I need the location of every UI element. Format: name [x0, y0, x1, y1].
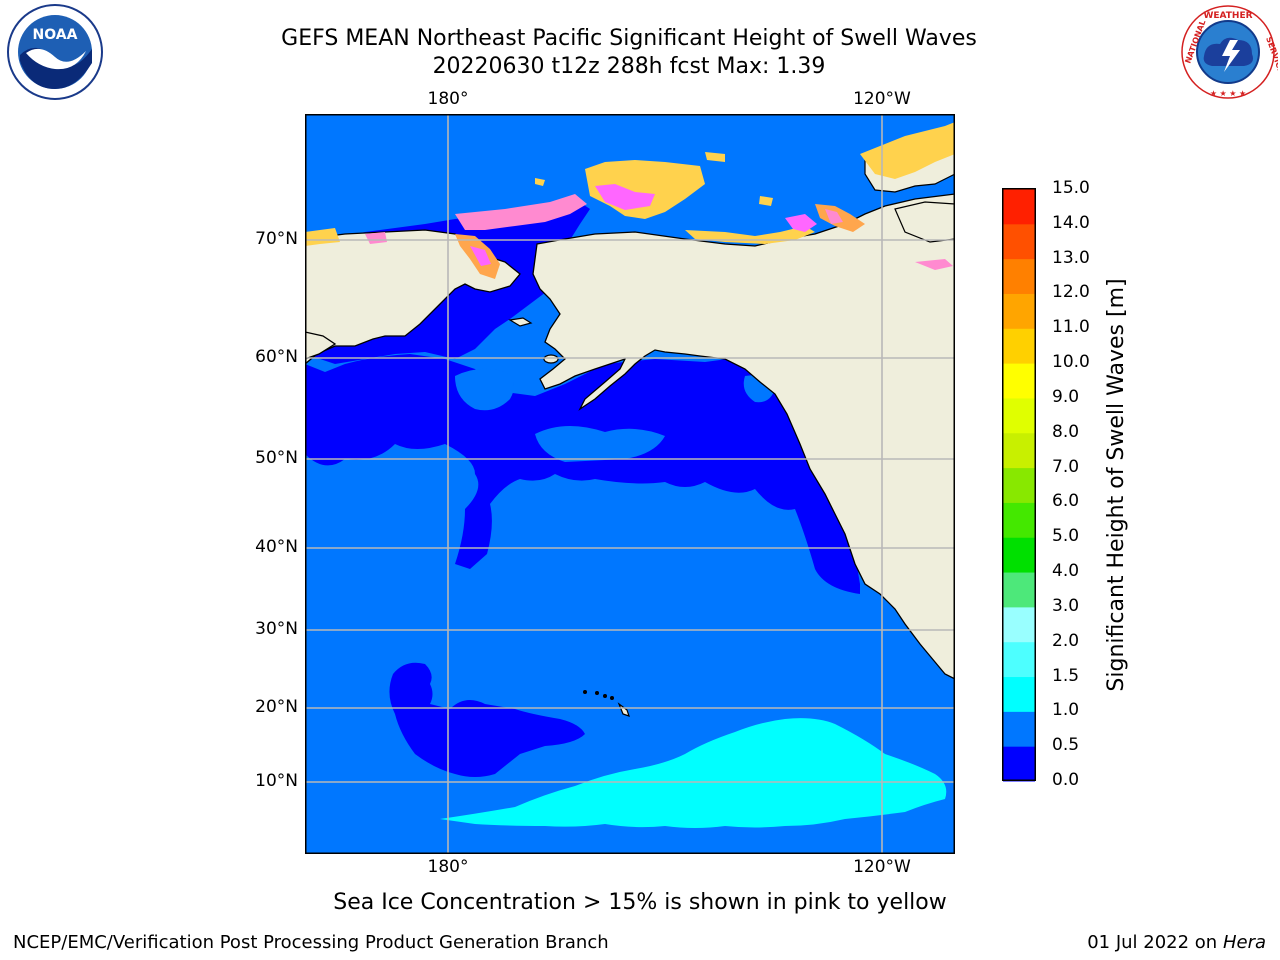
colorbar-tick-label: 13.0 [1052, 247, 1090, 268]
lon-label-top-180: 180° [427, 89, 469, 109]
colorbar-tick-label: 14.0 [1052, 212, 1090, 233]
lat-label-20n: 20°N [255, 697, 298, 717]
colorbar-segment-13 [1003, 293, 1035, 329]
colorbar-tick-label: 11.0 [1052, 317, 1090, 338]
lon-label-top-120w: 120°W [853, 89, 911, 109]
land-north-america [532, 193, 955, 680]
ocean-swell-00-05-north [305, 244, 860, 594]
noaa-logo-text: NOAA [33, 27, 78, 43]
map-frame [305, 114, 955, 854]
colorbar-tick-label: 9.0 [1052, 386, 1080, 407]
map-subtitle-forecast: 20220630 t12z 288h fcst Max: 1.39 [432, 54, 826, 79]
lon-label-bottom-180: 180° [427, 857, 469, 877]
land-kamchatka [305, 331, 337, 360]
footer-branch: NCEP/EMC/Verification Post Processing Pr… [13, 932, 609, 953]
footer-date: 01 Jul 2022 on Hera [1087, 932, 1266, 953]
colorbar-tick-label: 15.0 [1052, 178, 1090, 198]
colorbar-tick-label: 7.0 [1052, 456, 1080, 477]
land-nunivak [543, 354, 559, 364]
colorbar-segment-2 [1003, 676, 1035, 712]
colorbar-tick-label: 1.5 [1052, 665, 1080, 686]
ocean-swell-10-15 [440, 718, 947, 828]
map-gridlines [305, 114, 955, 854]
noaa-logo: NOAA [7, 4, 103, 100]
colorbar-title: Significant Height of Swell Waves [m] [1104, 278, 1129, 692]
colorbar-tick-label: 12.0 [1052, 282, 1090, 303]
colorbar-tick-label: 6.0 [1052, 491, 1080, 512]
lat-label-50n: 50°N [255, 448, 298, 468]
colorbar-segment-12 [1003, 328, 1035, 364]
land-arctic-islands-2 [894, 201, 955, 243]
colorbar [1002, 188, 1036, 782]
colorbar-segment-15 [1003, 223, 1035, 260]
colorbar-tick-label: 3.0 [1052, 595, 1080, 616]
lat-label-30n: 30°N [255, 619, 298, 639]
ocean-patch-1 [455, 368, 514, 411]
colorbar-segment-0 [1003, 746, 1035, 782]
colorbar-segment-11 [1003, 363, 1035, 399]
colorbar-tick-label: 8.0 [1052, 421, 1080, 442]
colorbar-segment-4 [1003, 606, 1035, 643]
colorbar-segment-6 [1003, 537, 1035, 573]
ocean-patch-2 [535, 425, 665, 462]
lat-label-70n: 70°N [255, 229, 298, 249]
colorbar-segment-14 [1003, 258, 1035, 294]
nws-logo: WEATHER NATIONAL SERVICE ★ ★ ★ ★ [1181, 5, 1278, 99]
sea-ice-note: Sea Ice Concentration > 15% is shown in … [333, 890, 947, 915]
land-st-lawrence-island [508, 317, 533, 327]
colorbar-tick-label: 10.0 [1052, 352, 1090, 373]
colorbar-segment-10 [1003, 397, 1035, 434]
colorbar-segment-1 [1003, 711, 1035, 747]
map-panel [305, 114, 955, 854]
colorbar-segment-3 [1003, 641, 1035, 678]
colorbar-tick-label: 0.0 [1052, 770, 1080, 790]
colorbar-segment-5 [1003, 572, 1035, 608]
colorbar-tick-label: 1.0 [1052, 700, 1080, 721]
colorbar-segment-8 [1003, 467, 1035, 503]
lat-label-10n: 10°N [255, 771, 298, 791]
colorbar-segment-16 [1003, 189, 1035, 225]
map-title: GEFS MEAN Northeast Pacific Significant … [281, 26, 977, 51]
lat-label-40n: 40°N [255, 537, 298, 557]
lat-label-60n: 60°N [255, 347, 298, 367]
colorbar-tick-label: 4.0 [1052, 561, 1080, 582]
land-hawaii [583, 690, 614, 700]
colorbar-tick-label: 0.5 [1052, 735, 1080, 756]
footer-machine: Hera [1222, 932, 1266, 953]
lon-label-bottom-120w: 120°W [853, 857, 911, 877]
colorbar-tick-label: 5.0 [1052, 526, 1080, 547]
colorbar-tick-label: 2.0 [1052, 630, 1080, 651]
svg-text:★ ★ ★ ★: ★ ★ ★ ★ [1210, 89, 1246, 98]
colorbar-segment-7 [1003, 502, 1035, 538]
svg-text:WEATHER: WEATHER [1203, 11, 1252, 21]
footer-date-text: 01 Jul 2022 on [1087, 932, 1223, 953]
colorbar-segment-9 [1003, 432, 1035, 469]
ocean-swell-00-05-subtropical [389, 662, 585, 777]
